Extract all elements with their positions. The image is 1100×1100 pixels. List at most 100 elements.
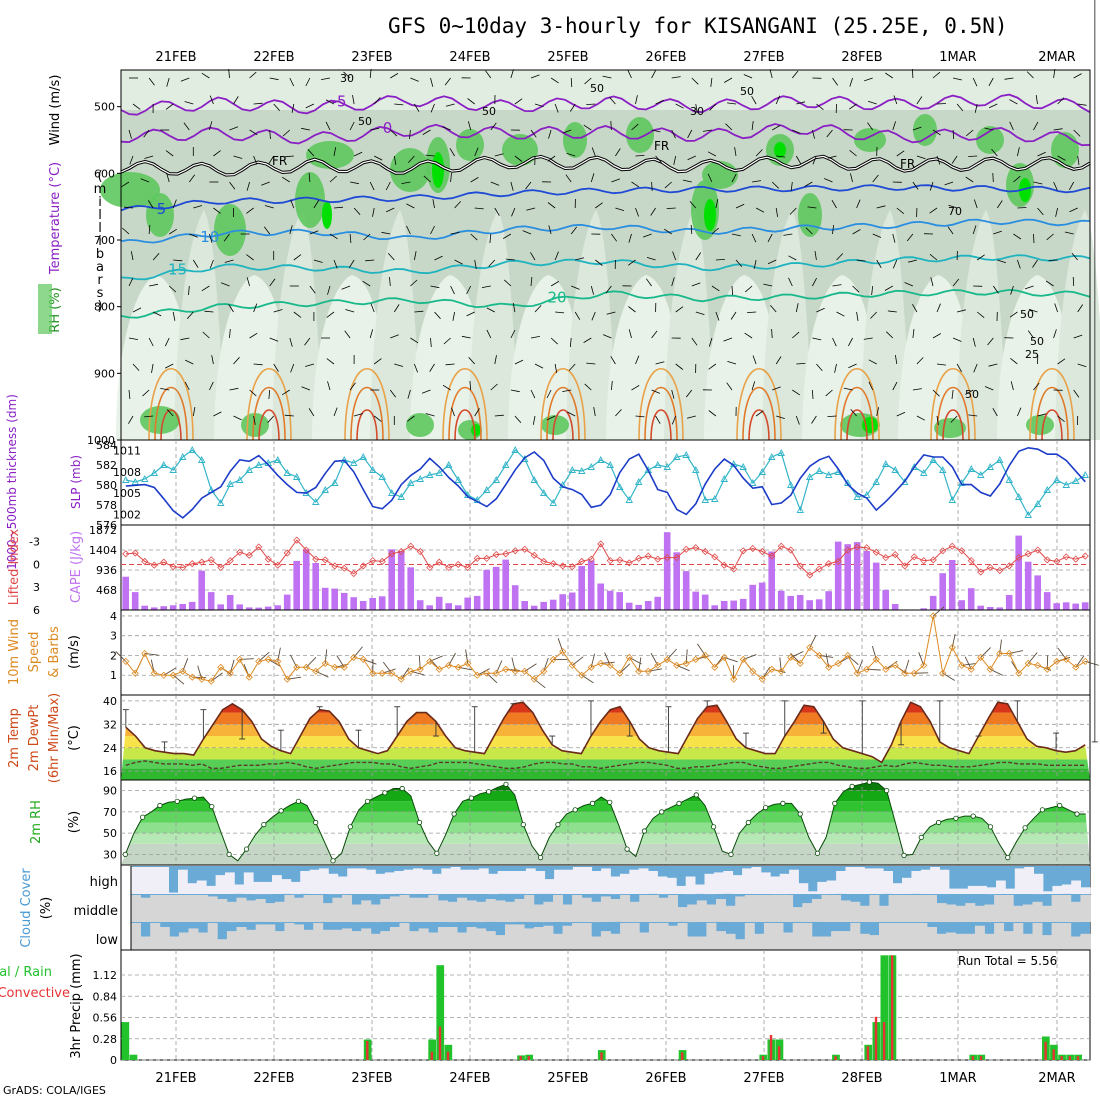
wind-speed-point [454, 663, 462, 671]
wind-barb [724, 77, 733, 83]
wind-barb [571, 285, 580, 290]
wind-barb [771, 328, 773, 339]
wind-barb [449, 148, 455, 157]
thickness-point [701, 496, 710, 503]
wind-barb [1017, 147, 1020, 157]
precip-convective-bar [979, 1056, 983, 1060]
temp-low-contour [160, 409, 182, 441]
wind-barb [997, 259, 1007, 264]
cloud-cell [883, 871, 893, 894]
cloud-cell [290, 881, 301, 895]
cloud-cell [1003, 895, 1014, 922]
wind-barb [708, 337, 713, 347]
lifted-index-point [1034, 546, 1042, 554]
pressure-label-char: i [98, 195, 102, 210]
cloud-cell [760, 872, 771, 894]
cloud-cell [131, 867, 141, 894]
wind-barb [615, 148, 621, 157]
cloud-cell [936, 903, 947, 922]
cloud-cell [188, 895, 199, 922]
pressure-label-char: m [94, 182, 107, 197]
thickness-point [539, 489, 548, 496]
cloud-cell [696, 900, 707, 922]
wind-barb [183, 122, 190, 131]
wind-barb [512, 303, 516, 313]
wind-barb [568, 363, 576, 371]
lifted-index-point [492, 551, 500, 559]
temp-low-contour [942, 409, 964, 441]
thickness-point [283, 469, 292, 476]
lifted-index-point [131, 549, 139, 557]
wind-barb [353, 413, 363, 417]
cape-bar [293, 560, 300, 610]
wind-tick-label: 1 [110, 669, 117, 682]
wind-barb [795, 303, 799, 313]
thickness-point [976, 471, 985, 478]
rh-moist-patch [295, 172, 325, 228]
rh-contour-label: 50 [590, 82, 604, 95]
cloud-cell [994, 923, 1005, 950]
wind-barb [593, 407, 596, 417]
rh-top-band [121, 70, 1090, 110]
wind-barb [490, 383, 498, 391]
cloud-cell [572, 923, 583, 950]
precip-convective-bar [438, 1026, 442, 1060]
cape-bar [435, 596, 443, 610]
wind-barb [651, 129, 661, 133]
cloud-cell [735, 939, 746, 950]
cloud-cell [817, 881, 828, 895]
credit-label: GrADS: COLA/IGES [3, 1084, 106, 1097]
wind-barb [213, 207, 221, 214]
bottom-date-label: 22FEB [253, 1071, 294, 1086]
thickness-point [919, 469, 928, 476]
cloud-cell [864, 868, 875, 894]
cloud-cell [460, 869, 470, 894]
temp-low-contour [650, 409, 672, 441]
cloud-cell [1032, 923, 1043, 950]
wind-barb [827, 415, 837, 417]
cloud-cell [687, 904, 698, 923]
wind-barb [591, 311, 596, 321]
slp-tick-label: 1005 [113, 487, 141, 500]
wind-barb [333, 206, 344, 209]
lifted-index-point [274, 561, 282, 569]
wind-barb [929, 253, 938, 261]
cloud-cell [524, 928, 535, 950]
wind-barb [291, 103, 295, 113]
rh-point [728, 851, 734, 858]
wind-speed-point [293, 663, 301, 671]
lifted-index-point [369, 557, 377, 565]
cloud-cell [505, 901, 515, 923]
wind-barb [816, 363, 823, 372]
pressure-tick-label: 600 [94, 167, 115, 180]
cloud-cell [802, 923, 813, 950]
thickness-point [511, 446, 520, 453]
wind-barb [791, 70, 799, 79]
cloud-cell [150, 895, 161, 922]
cloud-cell [225, 872, 235, 894]
cloud-cell [744, 923, 755, 950]
thickness-point [948, 496, 957, 503]
temp-low-contour [834, 367, 880, 441]
wind-barb [731, 285, 733, 296]
wind-barb [947, 226, 954, 235]
cape-bar [806, 600, 813, 610]
wind-barb [132, 307, 142, 313]
thickness-point [986, 463, 995, 470]
lifted-index-point [901, 562, 909, 570]
temp-band [121, 702, 1090, 713]
thickness-point [1005, 476, 1014, 483]
wind-barb [751, 233, 757, 243]
precip-convective-bar [600, 1052, 603, 1060]
wind-barb [611, 380, 613, 391]
wind-speed-point [473, 671, 481, 679]
wind-barb [1009, 311, 1018, 318]
cloud-cell [1043, 891, 1053, 894]
lifted-index-point [179, 563, 187, 572]
cape-bar [635, 604, 642, 610]
cloud-cell [977, 885, 987, 894]
cloud-cell [917, 923, 928, 950]
temp-low-contour [736, 367, 782, 441]
cloud-cell [226, 931, 237, 950]
